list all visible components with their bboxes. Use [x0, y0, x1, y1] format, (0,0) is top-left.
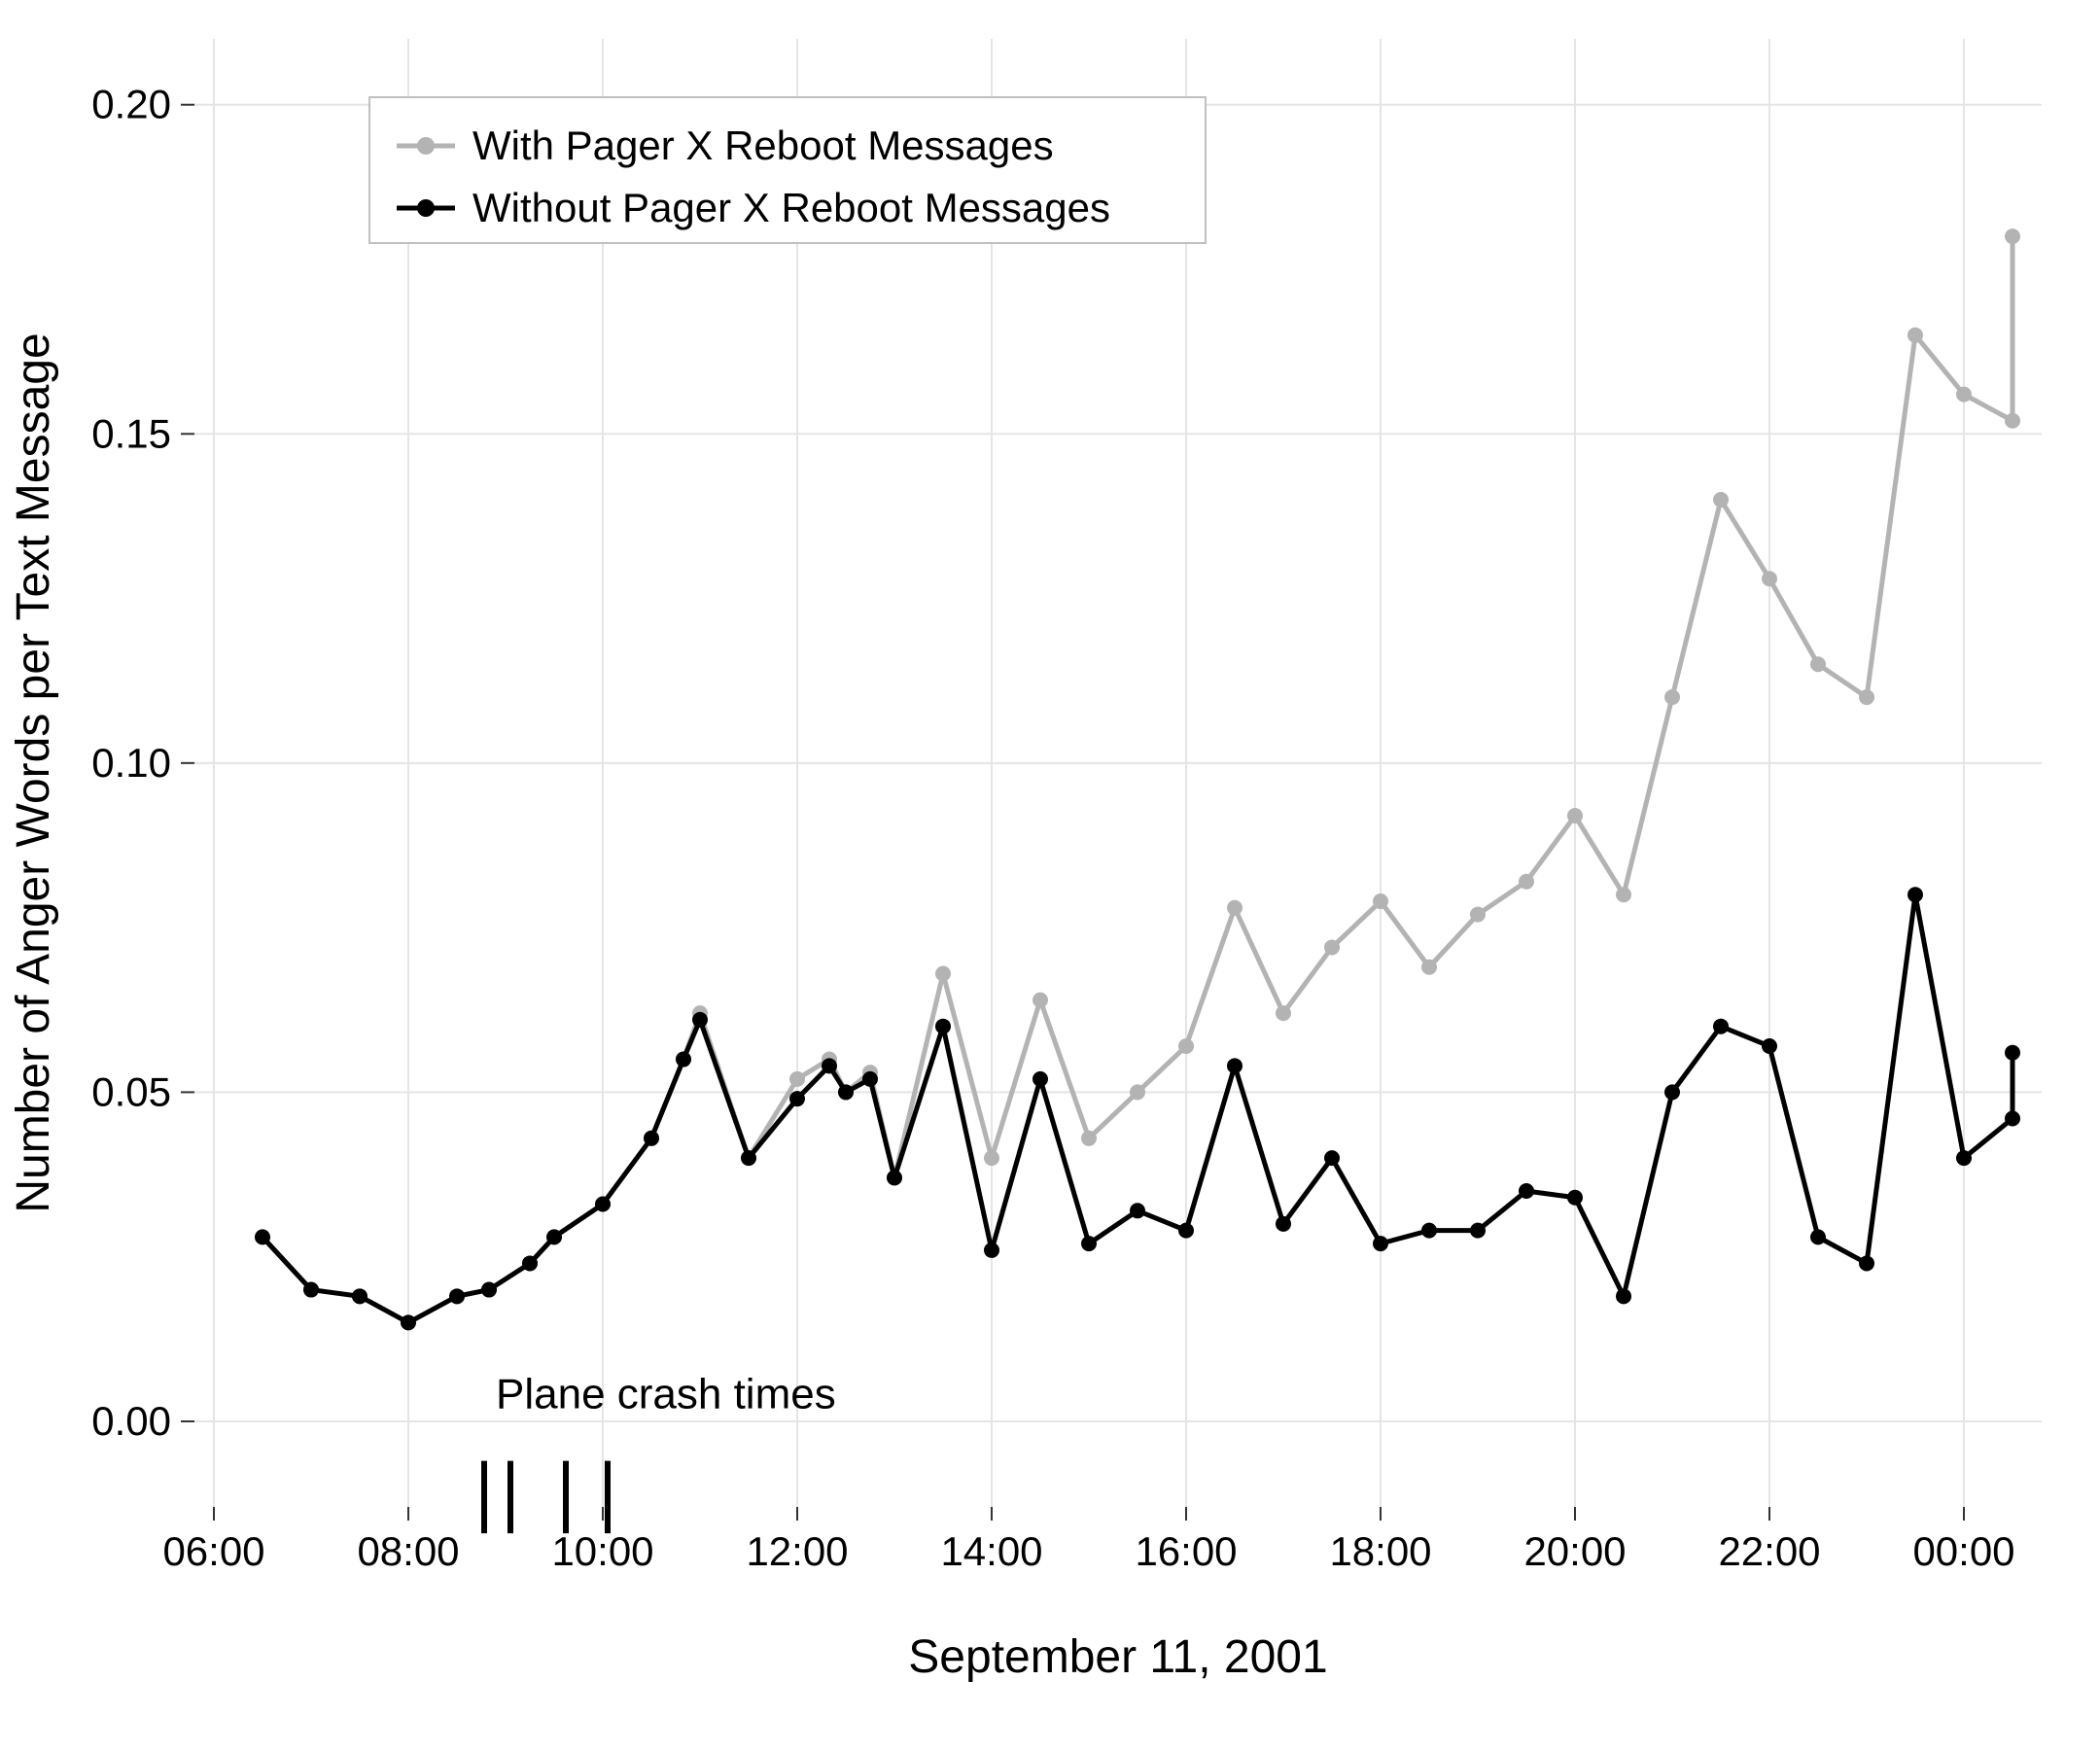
plot-area	[194, 39, 2042, 1507]
series-marker	[1227, 1058, 1242, 1073]
series-marker	[1908, 887, 1923, 902]
series-marker	[984, 1150, 999, 1166]
series-marker	[838, 1084, 854, 1100]
series-marker	[255, 1229, 270, 1244]
series-marker	[789, 1091, 805, 1106]
series-marker	[1178, 1223, 1194, 1239]
x-tick-label: 18:00	[1329, 1528, 1431, 1574]
annotation-label: Plane crash times	[496, 1370, 836, 1418]
y-tick-label: 0.10	[91, 740, 171, 786]
series-marker	[822, 1058, 837, 1073]
x-tick-label: 12:00	[746, 1528, 848, 1574]
legend-label: With Pager X Reboot Messages	[472, 122, 1054, 168]
series-marker	[1373, 893, 1388, 909]
series-marker	[481, 1282, 497, 1298]
series-marker	[1324, 939, 1340, 955]
series-marker	[1081, 1131, 1097, 1146]
series-marker	[887, 1170, 902, 1185]
series-marker	[2005, 228, 2020, 244]
series-marker	[1713, 1019, 1729, 1034]
x-tick-label: 08:00	[357, 1528, 459, 1574]
x-axis-label: September 11, 2001	[908, 1631, 1327, 1683]
series-marker	[1519, 1183, 1534, 1199]
series-marker	[595, 1197, 611, 1212]
series-marker	[789, 1071, 805, 1087]
series-marker	[1032, 993, 1048, 1008]
series-marker	[935, 966, 951, 982]
series-marker	[1713, 492, 1729, 508]
y-tick-label: 0.05	[91, 1068, 171, 1114]
series-marker	[1081, 1236, 1097, 1251]
series-marker	[2005, 1045, 2020, 1061]
series-marker	[546, 1229, 562, 1244]
x-tick-label: 00:00	[1912, 1528, 2014, 1574]
series-marker	[1130, 1084, 1145, 1100]
series-marker	[401, 1314, 416, 1330]
series-marker	[1178, 1038, 1194, 1054]
series-marker	[1616, 887, 1631, 902]
legend-marker	[417, 137, 435, 155]
x-tick-label: 20:00	[1523, 1528, 1626, 1574]
series-marker	[1421, 960, 1437, 975]
series-marker	[303, 1282, 319, 1298]
series-marker	[2005, 1110, 2020, 1126]
x-tick-label: 22:00	[1718, 1528, 1820, 1574]
series-marker	[2005, 413, 2020, 429]
series-marker	[1324, 1150, 1340, 1166]
series-marker	[1130, 1203, 1145, 1218]
series-marker	[1664, 1084, 1680, 1100]
series-marker	[1762, 571, 1777, 586]
series-marker	[522, 1255, 538, 1271]
series-marker	[1859, 689, 1874, 705]
legend-marker	[417, 199, 435, 217]
series-marker	[1373, 1236, 1388, 1251]
series-marker	[644, 1131, 659, 1146]
series-marker	[1810, 1229, 1826, 1244]
y-axis-label: Number of Anger Words per Text Message	[8, 332, 59, 1212]
series-marker	[449, 1288, 465, 1304]
series-marker	[1567, 808, 1583, 823]
series-marker	[1032, 1071, 1048, 1087]
series-marker	[1810, 656, 1826, 672]
series-marker	[1908, 328, 1923, 343]
x-tick-label: 10:00	[551, 1528, 653, 1574]
line-chart: 06:00 08:00 10:00 12:00 14:00 16:00 18:00 20:00…	[0, 0, 2100, 1750]
series-marker	[1664, 689, 1680, 705]
series-marker	[1470, 1223, 1486, 1239]
series-marker	[692, 1012, 708, 1028]
series-marker	[1859, 1255, 1874, 1271]
series-marker	[1616, 1288, 1631, 1304]
series-marker	[1276, 1005, 1291, 1021]
series-marker	[935, 1019, 951, 1034]
y-tick-label: 0.20	[91, 82, 171, 127]
series-marker	[984, 1242, 999, 1258]
series-marker	[1762, 1038, 1777, 1054]
x-tick-label: 06:00	[162, 1528, 264, 1574]
series-marker	[676, 1052, 691, 1068]
y-tick-label: 0.00	[91, 1398, 171, 1444]
series-marker	[1421, 1223, 1437, 1239]
series-marker	[1956, 387, 1972, 402]
chart-container: 06:00 08:00 10:00 12:00 14:00 16:00 18:00 20:00…	[0, 0, 2100, 1750]
series-marker	[862, 1071, 878, 1087]
series-marker	[352, 1288, 368, 1304]
legend-label: Without Pager X Reboot Messages	[472, 185, 1110, 230]
series-marker	[1227, 900, 1242, 916]
x-tick-label: 16:00	[1135, 1528, 1237, 1574]
series-marker	[1567, 1190, 1583, 1206]
series-marker	[1519, 874, 1534, 890]
series-marker	[1956, 1150, 1972, 1166]
series-marker	[1470, 907, 1486, 923]
series-marker	[741, 1150, 756, 1166]
y-tick-label: 0.15	[91, 410, 171, 456]
x-tick-label: 14:00	[940, 1528, 1042, 1574]
series-marker	[1276, 1216, 1291, 1232]
